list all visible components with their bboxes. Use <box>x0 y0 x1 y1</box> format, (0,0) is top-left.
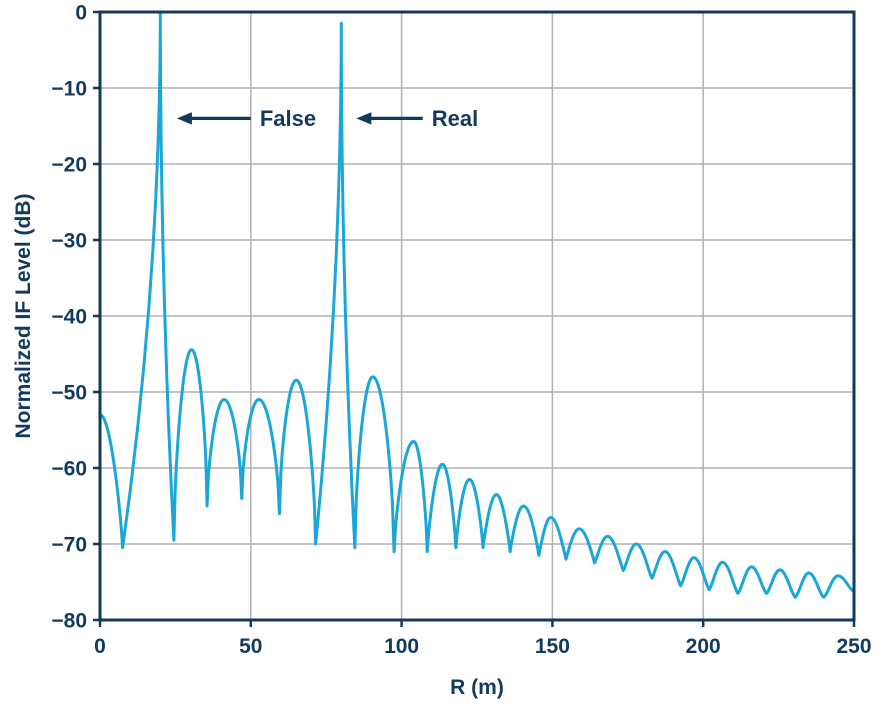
x-tick-label: 100 <box>384 635 419 658</box>
y-tick-label: −40 <box>51 306 87 329</box>
annotation-label-false: False <box>260 106 316 131</box>
y-tick-label: −80 <box>51 610 87 633</box>
y-tick-label: −50 <box>51 382 87 405</box>
x-tick-label: 150 <box>535 635 570 658</box>
annotation-arrowhead-false <box>176 112 192 125</box>
y-tick-label: −70 <box>51 534 87 557</box>
x-tick-label: 250 <box>836 635 871 658</box>
y-tick-label: −20 <box>51 154 87 177</box>
y-tick-label: −10 <box>51 78 87 101</box>
y-tick-label: −60 <box>51 458 87 481</box>
x-tick-label: 200 <box>686 635 721 658</box>
signal-curve <box>98 10 856 599</box>
y-tick-label: 0 <box>75 2 87 25</box>
annotation-arrowhead-real <box>356 112 372 125</box>
y-axis-label: Normalized IF Level (dB) <box>12 193 35 439</box>
y-tick-label: −30 <box>51 230 87 253</box>
annotation-label-real: Real <box>432 106 478 131</box>
x-tick-label: 50 <box>239 635 262 658</box>
x-tick-label: 0 <box>94 635 106 658</box>
plot-border <box>98 10 856 622</box>
x-axis-label: R (m) <box>450 676 504 699</box>
